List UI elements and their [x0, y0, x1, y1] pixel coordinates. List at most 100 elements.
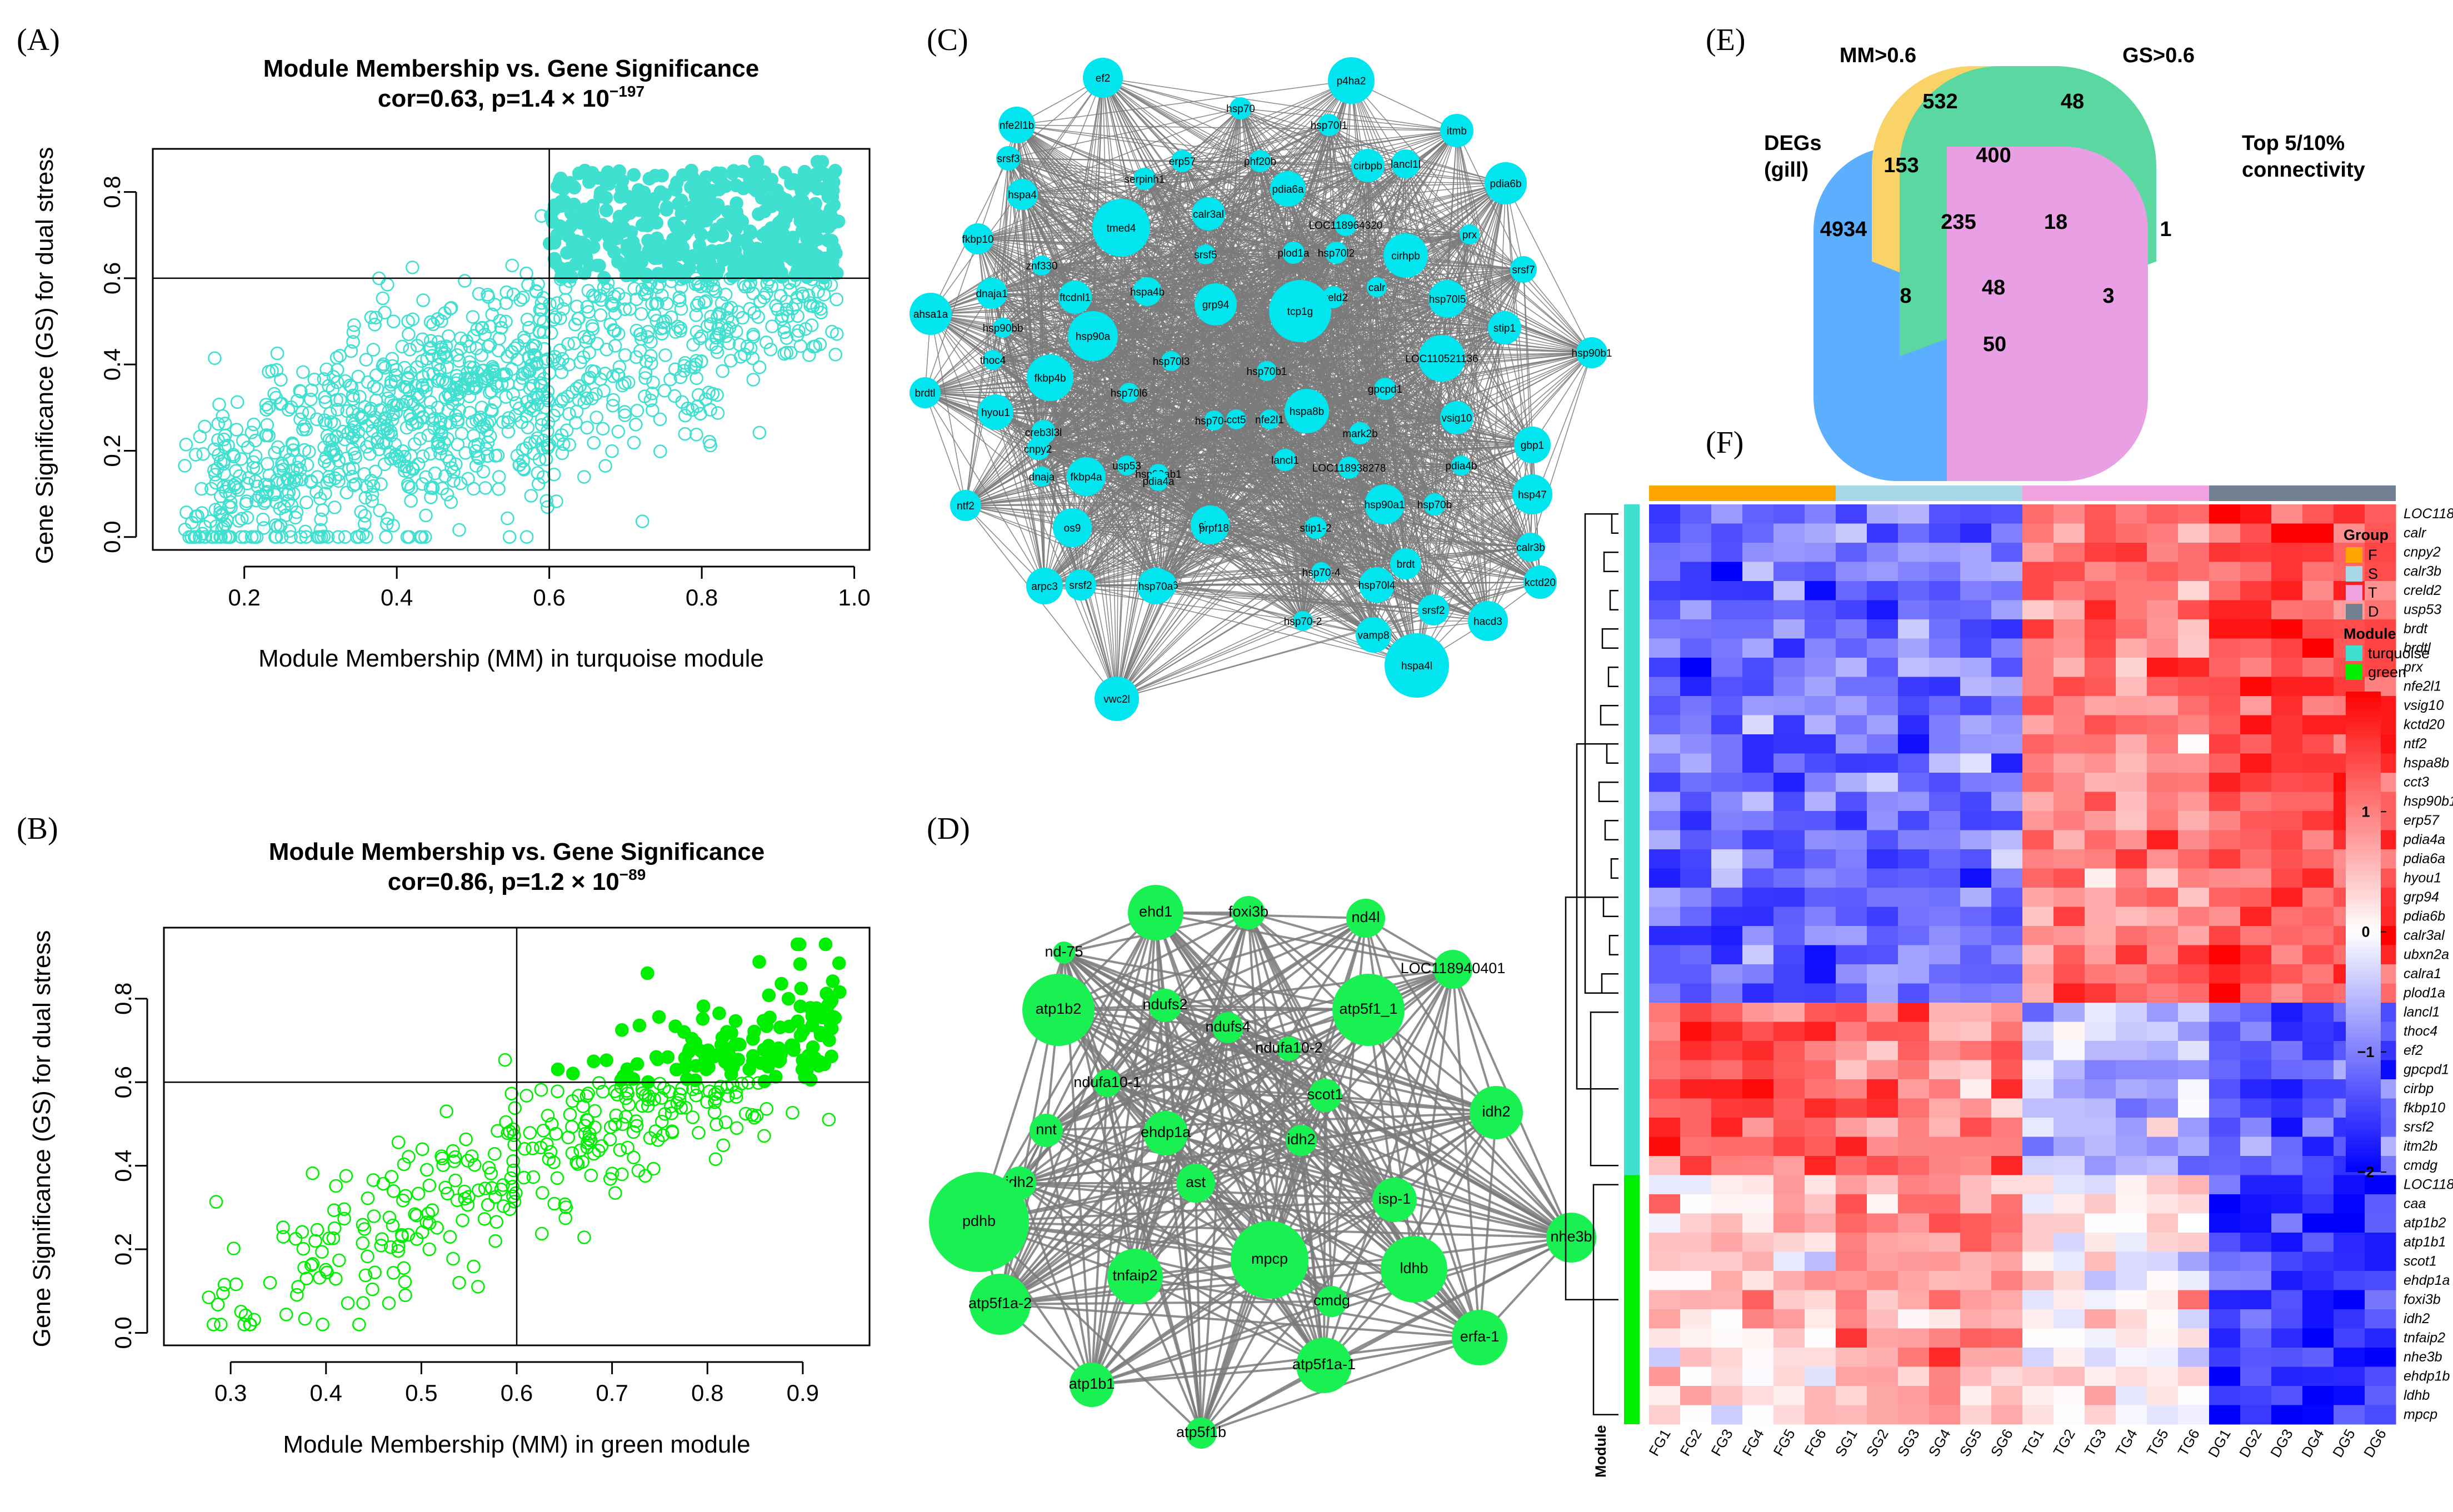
scatter-point — [743, 224, 757, 238]
scatter-point — [289, 1288, 304, 1302]
scatter-point — [295, 1225, 309, 1239]
heatmap-cell — [2302, 562, 2334, 582]
scatter-point — [598, 367, 612, 380]
network-node-label: thoc4 — [980, 355, 1006, 367]
scatter-point — [608, 339, 622, 353]
scatter-point — [710, 222, 723, 237]
scatter-point — [692, 1126, 706, 1140]
scatter-point — [818, 937, 833, 952]
scatter-point — [218, 417, 232, 430]
scatter-point — [689, 308, 703, 322]
scatter-point — [410, 338, 424, 353]
scatter-point — [284, 530, 298, 544]
network-node-label: os9 — [1064, 523, 1081, 534]
scatter-point — [513, 293, 527, 307]
scatter-point — [296, 1241, 311, 1256]
scatter-point — [489, 1215, 503, 1229]
scatter-point — [244, 425, 259, 439]
venn-set-top — [1947, 147, 2148, 481]
scatter-point — [366, 1282, 379, 1296]
scatter-point — [578, 384, 592, 398]
scatter-point — [690, 298, 704, 313]
scatter-point — [240, 510, 254, 525]
scatter-point — [224, 500, 238, 514]
scatter-point — [720, 323, 734, 337]
heatmap-cell — [1773, 543, 1805, 562]
scatter-point — [534, 1226, 549, 1241]
scatter-point — [227, 478, 241, 493]
scatter-point — [211, 1298, 225, 1311]
venn-count-mm-gs: 400 — [1976, 144, 2011, 167]
scatter-point — [641, 966, 655, 980]
network-edge — [1016, 80, 1352, 126]
scatter-point — [381, 512, 395, 525]
scatter-point — [763, 191, 777, 206]
scatter-point — [213, 530, 227, 544]
heatmap-cell — [1805, 504, 1836, 524]
scatter-point — [443, 302, 457, 316]
panel-label-f: (F) — [1706, 425, 1743, 460]
network-node-label: atp5f1b — [1176, 1424, 1226, 1440]
scatter-point — [573, 1143, 587, 1158]
network-node-label: pdhb — [962, 1213, 996, 1229]
scatter-point — [344, 344, 358, 358]
heatmap-cell — [1805, 581, 1836, 600]
scatter-point — [629, 417, 643, 432]
scatter-point — [576, 1099, 590, 1113]
scatter-point — [378, 361, 392, 375]
scatter-point — [382, 404, 396, 418]
scatter-point — [368, 464, 383, 479]
scatter-point — [403, 366, 417, 380]
network-node-label: hsp90b1 — [1572, 348, 1612, 359]
scatter-point — [616, 258, 630, 272]
scatter-point — [584, 1168, 598, 1183]
heatmap-cell — [1929, 523, 1961, 543]
scatter-point — [274, 530, 289, 544]
y-tick-label: 0.6 — [110, 1066, 136, 1098]
scatter-point — [685, 1032, 699, 1046]
network-node-label: pdia6b — [1490, 178, 1521, 190]
scatter-point — [586, 198, 600, 213]
scatter-point — [722, 336, 736, 351]
scatter-point — [321, 530, 335, 544]
network-node-label: erp57 — [1169, 156, 1196, 168]
scatter-point — [505, 258, 519, 273]
heatmap-cell — [2271, 523, 2303, 543]
scatter-point — [405, 261, 419, 274]
heatmap-cell — [2209, 523, 2241, 543]
panel-b-title: Module Membership vs. Gene Significance — [269, 838, 765, 865]
scatter-point — [602, 238, 617, 252]
scatter-point — [762, 177, 776, 192]
heatmap-cell — [1711, 562, 1743, 582]
scatter-point — [828, 214, 842, 229]
scatter-point — [759, 268, 773, 282]
scatter-point — [234, 512, 249, 526]
network-node-label: atp5f1a-2 — [968, 1295, 1032, 1311]
scatter-point — [752, 360, 767, 374]
network-node-label: scot1 — [1307, 1086, 1343, 1103]
scatter-point — [391, 1135, 406, 1149]
scatter-point — [526, 338, 540, 352]
scatter-point — [642, 244, 656, 258]
scatter-point — [599, 203, 613, 218]
heatmap-cell — [2147, 504, 2179, 524]
scatter-point — [517, 463, 531, 477]
scatter-point — [793, 1029, 808, 1043]
scatter-point — [673, 1087, 687, 1102]
scatter-point — [322, 469, 336, 484]
scatter-point — [668, 183, 683, 197]
venn-count-gs-only: 48 — [2061, 90, 2084, 113]
scatter-point — [577, 330, 591, 344]
scatter-point — [329, 1179, 343, 1193]
scatter-point — [229, 480, 243, 495]
scatter-point — [456, 1213, 469, 1228]
heatmap-cell — [1929, 638, 1961, 658]
heatmap-cell — [2147, 562, 2179, 582]
scatter-point — [431, 400, 445, 415]
scatter-point — [564, 217, 579, 232]
scatter-point — [358, 490, 373, 505]
scatter-point — [682, 1045, 696, 1059]
scatter-point — [686, 1110, 700, 1124]
